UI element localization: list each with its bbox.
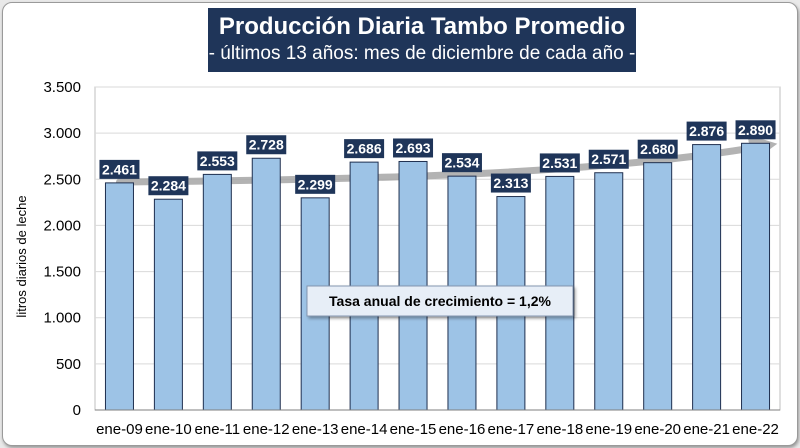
y-tick-label: 500: [56, 356, 81, 373]
bar: [153, 198, 183, 411]
data-label: 2.686: [347, 141, 382, 157]
data-label-box: [99, 159, 140, 179]
data-label-box: [539, 153, 580, 173]
bar: [594, 172, 624, 411]
x-tick-label: ene-19: [585, 421, 632, 438]
title-box: Producción Diaria Tambo Promedio - últim…: [208, 8, 636, 72]
chart-subtitle: - últimos 13 años: mes de diciembre de c…: [208, 43, 636, 64]
data-label: 2.728: [249, 137, 284, 153]
bar: [202, 173, 232, 411]
data-label-box: [637, 139, 678, 159]
data-label: 2.890: [738, 122, 773, 138]
data-label: 2.313: [493, 175, 528, 191]
data-label-box: [344, 139, 385, 159]
y-tick-label: 0: [73, 402, 81, 419]
data-label: 2.693: [396, 140, 431, 156]
data-label-box: [588, 149, 629, 169]
annotation-box: [306, 285, 574, 317]
x-tick-label: ene-18: [536, 421, 583, 438]
x-tick-label: ene-16: [439, 421, 486, 438]
x-tick-label: ene-10: [145, 421, 192, 438]
bar: [251, 157, 281, 411]
y-tick-label: 3.000: [43, 125, 81, 142]
data-label-box: [490, 173, 531, 193]
annotation-text: Tasa anual de crecimiento = 1,2%: [329, 293, 551, 309]
data-label-box: [393, 138, 434, 158]
x-tick-label: ene-12: [243, 421, 290, 438]
data-label: 2.534: [444, 155, 479, 171]
y-tick-label: 2.500: [43, 171, 81, 188]
x-tick-label: ene-15: [390, 421, 437, 438]
plot-area: [94, 86, 781, 411]
bar: [104, 182, 134, 411]
bar: [643, 162, 673, 411]
data-label-box: [148, 176, 189, 196]
y-axis-label: litros diarios de leche: [14, 195, 29, 317]
data-label: 2.876: [689, 123, 724, 139]
data-label: 2.461: [102, 161, 137, 177]
data-label: 2.531: [542, 155, 577, 171]
y-tick-label: 1.000: [43, 310, 81, 327]
bar: [692, 144, 722, 411]
x-tick-label: ene-11: [195, 421, 241, 438]
x-tick-label: ene-17: [488, 421, 535, 438]
chart-title: Producción Diaria Tambo Promedio: [218, 13, 626, 40]
data-label-box: [295, 174, 336, 194]
x-tick-label: ene-21: [683, 421, 730, 438]
y-tick-label: 2.000: [43, 217, 81, 234]
x-tick-label: ene-14: [341, 421, 388, 438]
data-label: 2.284: [151, 178, 186, 194]
data-label: 2.571: [591, 151, 626, 167]
y-tick-label: 3.500: [43, 79, 81, 96]
data-label: 2.680: [640, 141, 675, 157]
x-tick-label: ene-20: [634, 421, 681, 438]
bar: [741, 142, 771, 411]
data-label-box: [197, 151, 238, 171]
data-label-box: [441, 153, 482, 173]
y-tick-label: 1.500: [43, 264, 81, 281]
x-tick-label: ene-22: [732, 421, 779, 438]
x-tick-label: ene-13: [292, 421, 339, 438]
x-tick-label: ene-09: [96, 421, 143, 438]
data-label-box: [246, 135, 287, 155]
data-label: 2.299: [298, 176, 333, 192]
data-label-box: [686, 121, 727, 141]
data-label-box: [735, 120, 776, 140]
data-label: 2.553: [200, 153, 235, 169]
